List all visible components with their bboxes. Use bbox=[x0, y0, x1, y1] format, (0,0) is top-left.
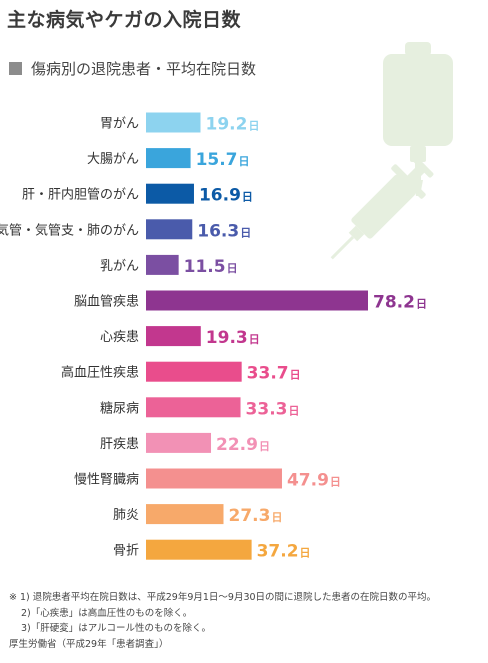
category-label: 骨折 bbox=[113, 544, 139, 559]
value-label: 22.9日 bbox=[216, 435, 270, 455]
value-label: 11.5日 bbox=[184, 257, 238, 277]
bar bbox=[146, 432, 212, 453]
footnote-3: 3)「肝硬変」はアルコール性のものを除く。 bbox=[21, 623, 211, 634]
page-title: 主な病気やケガの入院日数 bbox=[7, 9, 242, 31]
bar bbox=[146, 148, 191, 169]
bar bbox=[146, 468, 282, 489]
category-label: 肺炎 bbox=[113, 508, 139, 523]
category-label: 肝・肝内胆管のがん bbox=[22, 187, 139, 203]
bar bbox=[146, 290, 368, 311]
bar bbox=[146, 183, 194, 204]
bar bbox=[146, 326, 201, 347]
value-label: 47.9日 bbox=[287, 471, 341, 491]
category-label: 心疾患 bbox=[100, 330, 139, 345]
category-label: 胃がん bbox=[100, 117, 139, 132]
value-label: 27.3日 bbox=[229, 506, 283, 526]
value-label: 16.3日 bbox=[197, 221, 251, 241]
category-label: 乳がん bbox=[100, 259, 139, 274]
category-label: 大腸がん bbox=[87, 152, 139, 167]
value-label: 16.9日 bbox=[199, 186, 253, 206]
chart-subtitle: 傷病別の退院患者・平均在院日数 bbox=[9, 58, 256, 79]
background-decoration bbox=[330, 42, 453, 260]
bar bbox=[146, 112, 201, 133]
subtitle-text: 傷病別の退院患者・平均在院日数 bbox=[31, 60, 257, 78]
value-label: 33.3日 bbox=[246, 399, 300, 419]
footnote-1: ※ 1) 退院患者平均在院日数は、平成29年9月1日～9月30日の間に退院した患… bbox=[9, 592, 437, 603]
category-label: 肝疾患 bbox=[100, 437, 139, 452]
bar bbox=[146, 219, 193, 240]
value-label: 19.3日 bbox=[206, 328, 260, 348]
syringe-icon bbox=[330, 156, 434, 260]
bar bbox=[146, 539, 252, 560]
footnote-source: 厚生労働省（平成29年「患者調査」） bbox=[9, 638, 169, 650]
value-label: 33.7日 bbox=[247, 364, 301, 384]
value-label: 15.7日 bbox=[196, 150, 250, 170]
bar bbox=[146, 397, 241, 418]
subtitle-square-icon bbox=[9, 62, 22, 75]
bar bbox=[146, 254, 179, 275]
category-label: 高血圧性疾患 bbox=[61, 365, 139, 381]
bar bbox=[146, 504, 224, 525]
footnote-2: 2)「心疾患」は高血圧性のものを除く。 bbox=[21, 607, 193, 619]
bar bbox=[146, 361, 242, 382]
category-label: 気管・気管支・肺のがん bbox=[0, 222, 139, 238]
category-label: 脳血管疾患 bbox=[74, 295, 139, 310]
footnotes: ※ 1) 退院患者平均在院日数は、平成29年9月1日～9月30日の間に退院した患… bbox=[9, 590, 436, 652]
value-label: 19.2日 bbox=[206, 115, 260, 135]
value-label: 37.2日 bbox=[257, 542, 311, 562]
category-label: 糖尿病 bbox=[100, 400, 139, 416]
category-label: 慢性腎臓病 bbox=[74, 472, 139, 488]
value-label: 78.2日 bbox=[373, 293, 427, 313]
